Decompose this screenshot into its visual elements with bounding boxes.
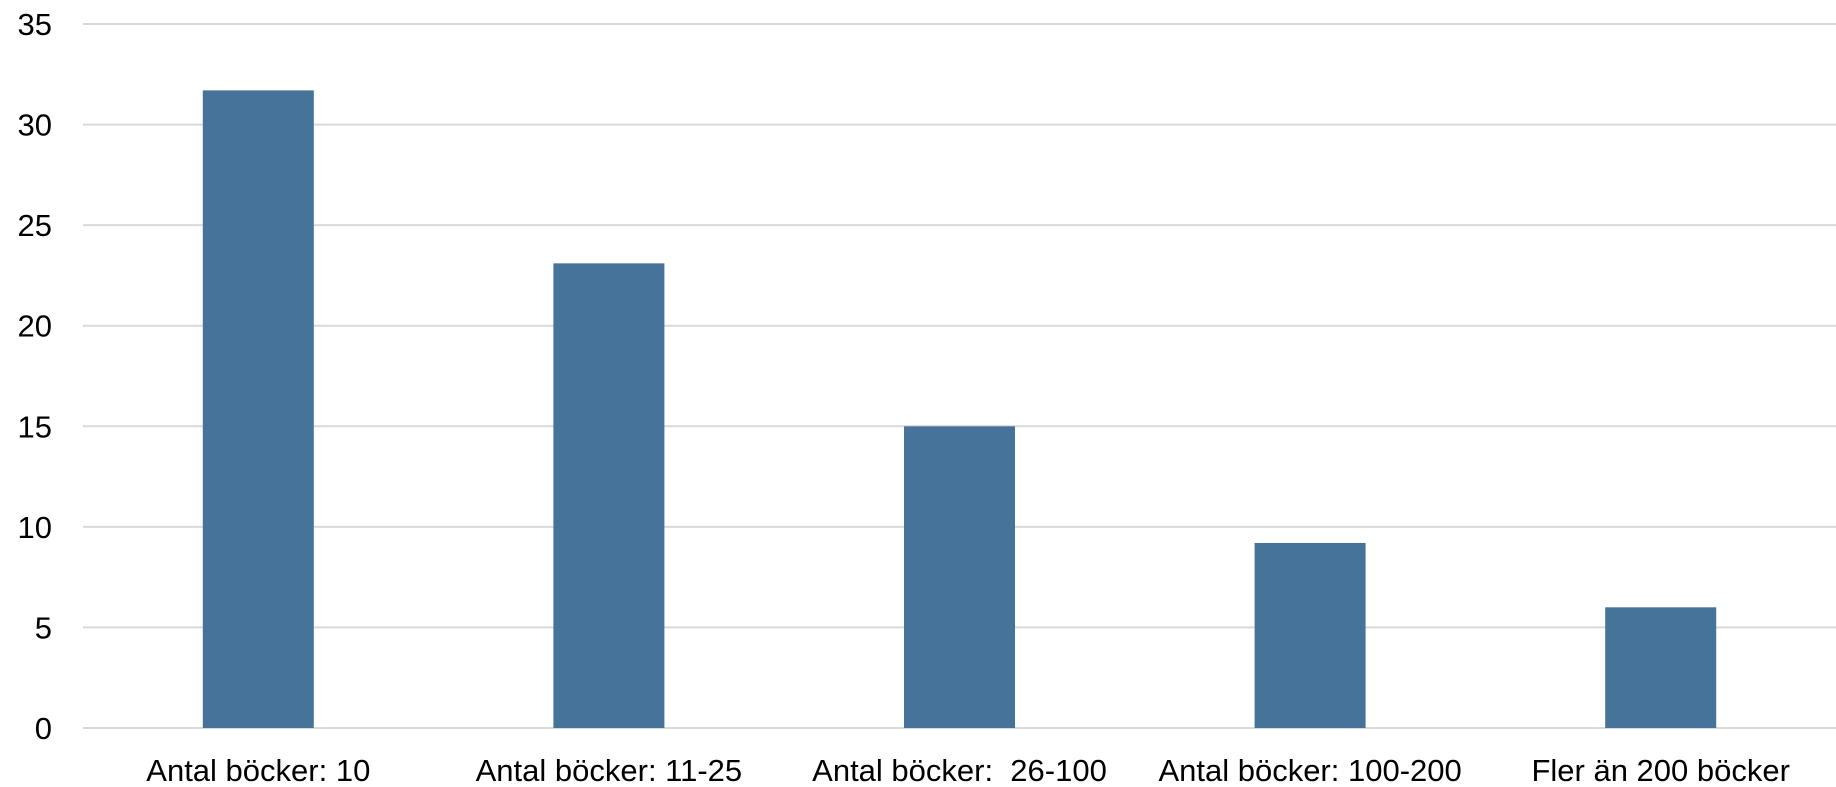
bars xyxy=(202,90,1717,729)
bar xyxy=(904,426,1015,728)
y-axis-tick-labels: 0 5 10 15 20 25 30 35 xyxy=(18,7,52,746)
x-category-label: Antal böcker: 11-25 xyxy=(476,753,743,787)
bar xyxy=(202,90,314,729)
x-category-label: Antal böcker: 100-200 xyxy=(1158,753,1461,787)
y-tick-label: 30 xyxy=(18,108,52,143)
y-tick-label: 0 xyxy=(35,711,52,746)
y-tick-label: 25 xyxy=(18,208,52,243)
y-tick-label: 10 xyxy=(18,510,52,545)
y-tick-label: 35 xyxy=(18,7,52,42)
x-category-label: Fler än 200 böcker xyxy=(1531,753,1789,787)
x-category-label: Antal böcker: 26-100 xyxy=(812,753,1107,787)
bar xyxy=(1254,542,1366,728)
y-tick-label: 20 xyxy=(18,309,52,344)
y-tick-label: 5 xyxy=(35,610,52,645)
x-axis-category-labels: Antal böcker: 10 Antal böcker: 11-25 Antal… xyxy=(146,753,1790,787)
y-tick-label: 15 xyxy=(18,409,52,444)
bar xyxy=(553,263,665,728)
bar xyxy=(1605,607,1717,728)
x-category-label: Antal böcker: 10 xyxy=(146,753,370,787)
